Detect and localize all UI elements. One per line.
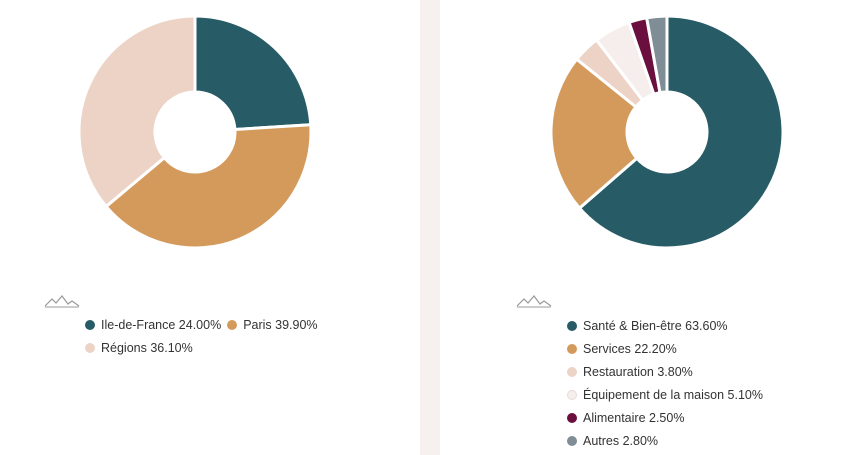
legend-item-regions[interactable]: Régions 36.10% (85, 337, 193, 359)
legend-item-autres[interactable]: Autres 2.80% (567, 429, 817, 452)
donut-slice-ile-de-france[interactable] (193, 14, 313, 132)
legend-item-sante-bien-etre[interactable]: Santé & Bien-être 63.60% (567, 314, 817, 337)
legend-dot-icon (567, 343, 577, 354)
donut-slice-services[interactable] (549, 57, 639, 211)
legend-label: Restauration 3.80% (583, 364, 693, 379)
mountain-sparkline-icon (44, 295, 80, 308)
legend-label: Alimentaire 2.50% (583, 410, 685, 425)
legend-item-restauration[interactable]: Restauration 3.80% (567, 360, 817, 383)
legend-label: Autres 2.80% (583, 433, 659, 448)
legend-item-alimentaire[interactable]: Alimentaire 2.50% (567, 406, 817, 429)
legend-label: Régions 36.10% (101, 341, 193, 355)
chart-legend-region: Ile-de-France 24.00% Paris 39.90% Régions … (85, 314, 345, 360)
chart-legend-sector: Santé & Bien-être 63.60% Services 22.20% R… (567, 314, 817, 452)
donut-chart-sector (549, 14, 785, 250)
legend-item-services[interactable]: Services 22.20% (567, 337, 817, 360)
legend-label: Santé & Bien-être 63.60% (583, 318, 728, 333)
legend-item-paris[interactable]: Paris 39.90% (227, 314, 318, 336)
legend-item-equipement-de-la-maison[interactable]: Équipement de la maison 5.10% (567, 383, 817, 406)
legend-label: Équipement de la maison 5.10% (583, 387, 763, 402)
legend-dot-icon (85, 320, 95, 330)
legend-label: Services 22.20% (583, 341, 677, 356)
legend-dot-icon (567, 366, 577, 377)
legend-label: Ile-de-France 24.00% (101, 318, 222, 332)
legend-dot-icon (567, 435, 577, 446)
legend-dot-icon (227, 320, 238, 330)
legend-item-ile-de-france[interactable]: Ile-de-France 24.00% (85, 314, 221, 336)
panel-divider (420, 0, 440, 455)
legend-dot-icon (567, 320, 577, 331)
mountain-sparkline-icon (516, 295, 552, 308)
donut-slice-paris[interactable] (103, 123, 313, 250)
donut-slice-sante-bien-etre[interactable] (577, 14, 785, 250)
legend-label: Paris 39.90% (243, 318, 318, 332)
legend-dot-icon (85, 343, 95, 353)
donut-chart-region (77, 14, 313, 250)
donut-slice-regions[interactable] (77, 14, 197, 209)
legend-dot-icon (567, 412, 577, 423)
legend-dot-icon (567, 389, 577, 400)
donut-slice-autres[interactable] (644, 14, 669, 95)
